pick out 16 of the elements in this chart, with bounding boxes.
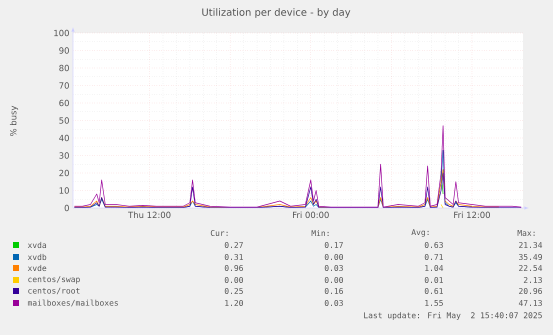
chart-title: Utilization per device - by day [202, 8, 350, 18]
y-tick-label: 30 [59, 152, 69, 159]
y-tick-label: 40 [59, 134, 69, 142]
y-tick-label: 50 [59, 117, 69, 124]
y-tick-label: 100 [54, 30, 69, 36]
y-tick-label: 90 [59, 47, 69, 54]
y-axis-title: % busy [10, 106, 18, 136]
y-tick-label: 60 [59, 100, 69, 106]
y-tick-label: 10 [60, 187, 69, 194]
x-tick-label: Fri 00:00 [293, 212, 329, 218]
y-tick-label: 70 [59, 82, 69, 89]
x-tick-label: Thu 12:00 [128, 212, 171, 218]
y-tick-label: 80 [59, 64, 69, 72]
y-tick-label: 0 [64, 204, 69, 212]
x-tick-label: Fri 12:00 [454, 212, 490, 218]
y-tick-label: 20 [59, 170, 69, 176]
